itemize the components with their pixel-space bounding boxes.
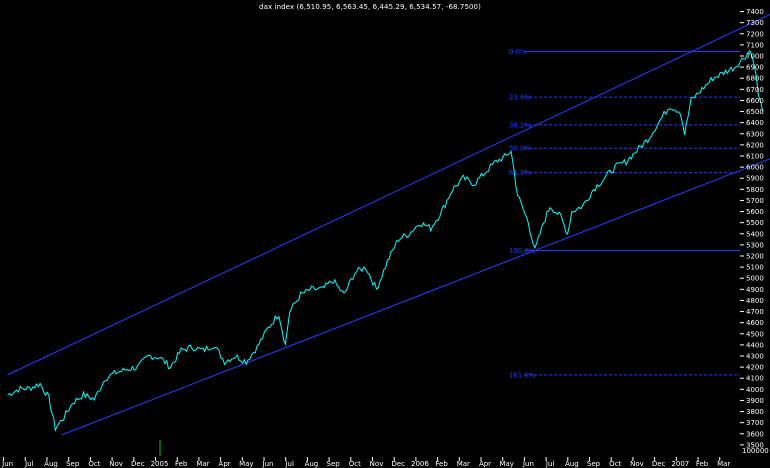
fib-level-label: 23.6%	[509, 94, 532, 102]
x-tick-label: Oct	[88, 460, 100, 468]
y-tick-label: 5100	[746, 264, 764, 272]
x-tick-label: Jul	[284, 460, 294, 468]
x-tick-label: Nov	[109, 460, 123, 468]
y-tick-label: 7000	[746, 53, 764, 61]
x-tick-label: 2005	[151, 460, 169, 468]
y-tick-label: 3900	[746, 397, 764, 405]
chart-title: dax index (6,510.95, 6,563.45, 6,445.29,…	[259, 3, 481, 11]
x-tick-label: Nov	[630, 460, 644, 468]
x-tick-label: Aug	[44, 460, 58, 468]
fib-level-label: 0.0%	[509, 48, 527, 56]
x-tick-label: Mar	[457, 460, 470, 468]
x-tick-label: 2007	[671, 460, 689, 468]
volume-bar	[159, 440, 161, 456]
trend-channel	[7, 13, 770, 436]
x-tick-label: Aug	[305, 460, 319, 468]
x-tick-label: Apr	[479, 460, 491, 468]
x-tick-label: Sep	[587, 460, 601, 468]
fib-level-label: 161.8%	[509, 371, 536, 379]
y-tick-label: 4400	[746, 341, 764, 349]
y-axis: 3500 3600 3700 3800 3900 4000 4100 4200 4300 4400…	[740, 8, 769, 455]
x-axis: Jun Jul Aug Sep Oct Nov Dec 2005 Feb Mar Apr May Jun…	[1, 457, 730, 468]
fib-level-label: 61.8%	[509, 169, 532, 177]
x-tick-label: Dec	[391, 460, 405, 468]
y-tick-label: 4300	[746, 353, 764, 361]
y-tick-label: 4900	[746, 286, 764, 294]
y-tick-label: 6900	[746, 64, 764, 72]
channel-line	[7, 13, 770, 376]
y-tick-label: 4200	[746, 364, 764, 372]
x-tick-label: 2006	[411, 460, 429, 468]
y-tick-label: 4000	[746, 386, 764, 394]
y-tick-label: 5700	[746, 197, 764, 205]
x-tick-label: May	[239, 460, 253, 468]
y-tick-label: 3700	[746, 419, 764, 427]
y-tick-label: 5400	[746, 230, 764, 238]
y-tick-label: 6200	[746, 141, 764, 149]
price-line	[7, 49, 764, 433]
x-tick-label: Feb	[696, 460, 709, 468]
volume-layer	[159, 440, 161, 456]
y-tick-label: 6300	[746, 130, 764, 138]
y-tick-label: 5900	[746, 175, 764, 183]
y-tick-label: 5200	[746, 253, 764, 261]
y-tick-label: 5800	[746, 186, 764, 194]
y-tick-label: 5300	[746, 241, 764, 249]
x-tick-label: Jun	[522, 460, 534, 468]
y-tick-label: 4100	[746, 375, 764, 383]
x-tick-label: Aug	[565, 460, 579, 468]
y-tick-label: 7200	[746, 30, 764, 38]
y-tick-label: 3500	[746, 441, 764, 449]
y-tick-label: 6400	[746, 119, 764, 127]
y-tick-label: 7400	[746, 8, 764, 16]
y-tick-label: 6000	[746, 164, 764, 172]
x-tick-label: Mar	[196, 460, 209, 468]
y-tick-label: 7300	[746, 19, 764, 27]
y-tick-label: 3600	[746, 430, 764, 438]
channel-line	[61, 158, 770, 436]
y-tick-label: 5000	[746, 275, 764, 283]
x-tick-label: Apr	[219, 460, 231, 468]
x-tick-label: Jun	[262, 460, 274, 468]
x-tick-label: Jul	[24, 460, 34, 468]
x-tick-label: Oct	[349, 460, 361, 468]
y-tick-label: 5500	[746, 219, 764, 227]
fib-level-label: 100.0%	[509, 247, 536, 255]
price-series	[7, 49, 764, 433]
x-tick-label: May	[499, 460, 513, 468]
y-tick-label: 6500	[746, 108, 764, 116]
x-tick-label: Dec	[131, 460, 145, 468]
x-tick-label: Jun	[1, 460, 13, 468]
y-tick-label: 5600	[746, 208, 764, 216]
x-tick-label: Oct	[609, 460, 621, 468]
fib-level-label: 38.2%	[509, 121, 532, 129]
y-tick-label: 7100	[746, 41, 764, 49]
y-tick-label: 4700	[746, 308, 764, 316]
y-tick-label: 6700	[746, 86, 764, 94]
y-tick-label: 4800	[746, 297, 764, 305]
x-tick-label: Sep	[327, 460, 341, 468]
x-tick-label: Jul	[545, 460, 555, 468]
volume-tick-label: 100000	[742, 447, 769, 455]
fib-level-label: 50.0%	[509, 145, 532, 153]
y-tick-label: 6100	[746, 153, 764, 161]
x-tick-label: Mar	[717, 460, 730, 468]
x-tick-label: Dec	[652, 460, 666, 468]
x-tick-label: Nov	[370, 460, 384, 468]
y-tick-label: 4500	[746, 330, 764, 338]
y-tick-label: 6800	[746, 75, 764, 83]
y-tick-label: 6600	[746, 97, 764, 105]
x-tick-label: Feb	[175, 460, 188, 468]
y-tick-label: 4600	[746, 319, 764, 327]
x-tick-label: Sep	[66, 460, 80, 468]
fibonacci-levels: 0.0% 23.6% 38.2% 50.0% 61.8% 100.0% 161.8%	[509, 48, 740, 379]
x-tick-label: Feb	[435, 460, 448, 468]
y-tick-label: 3800	[746, 408, 764, 416]
